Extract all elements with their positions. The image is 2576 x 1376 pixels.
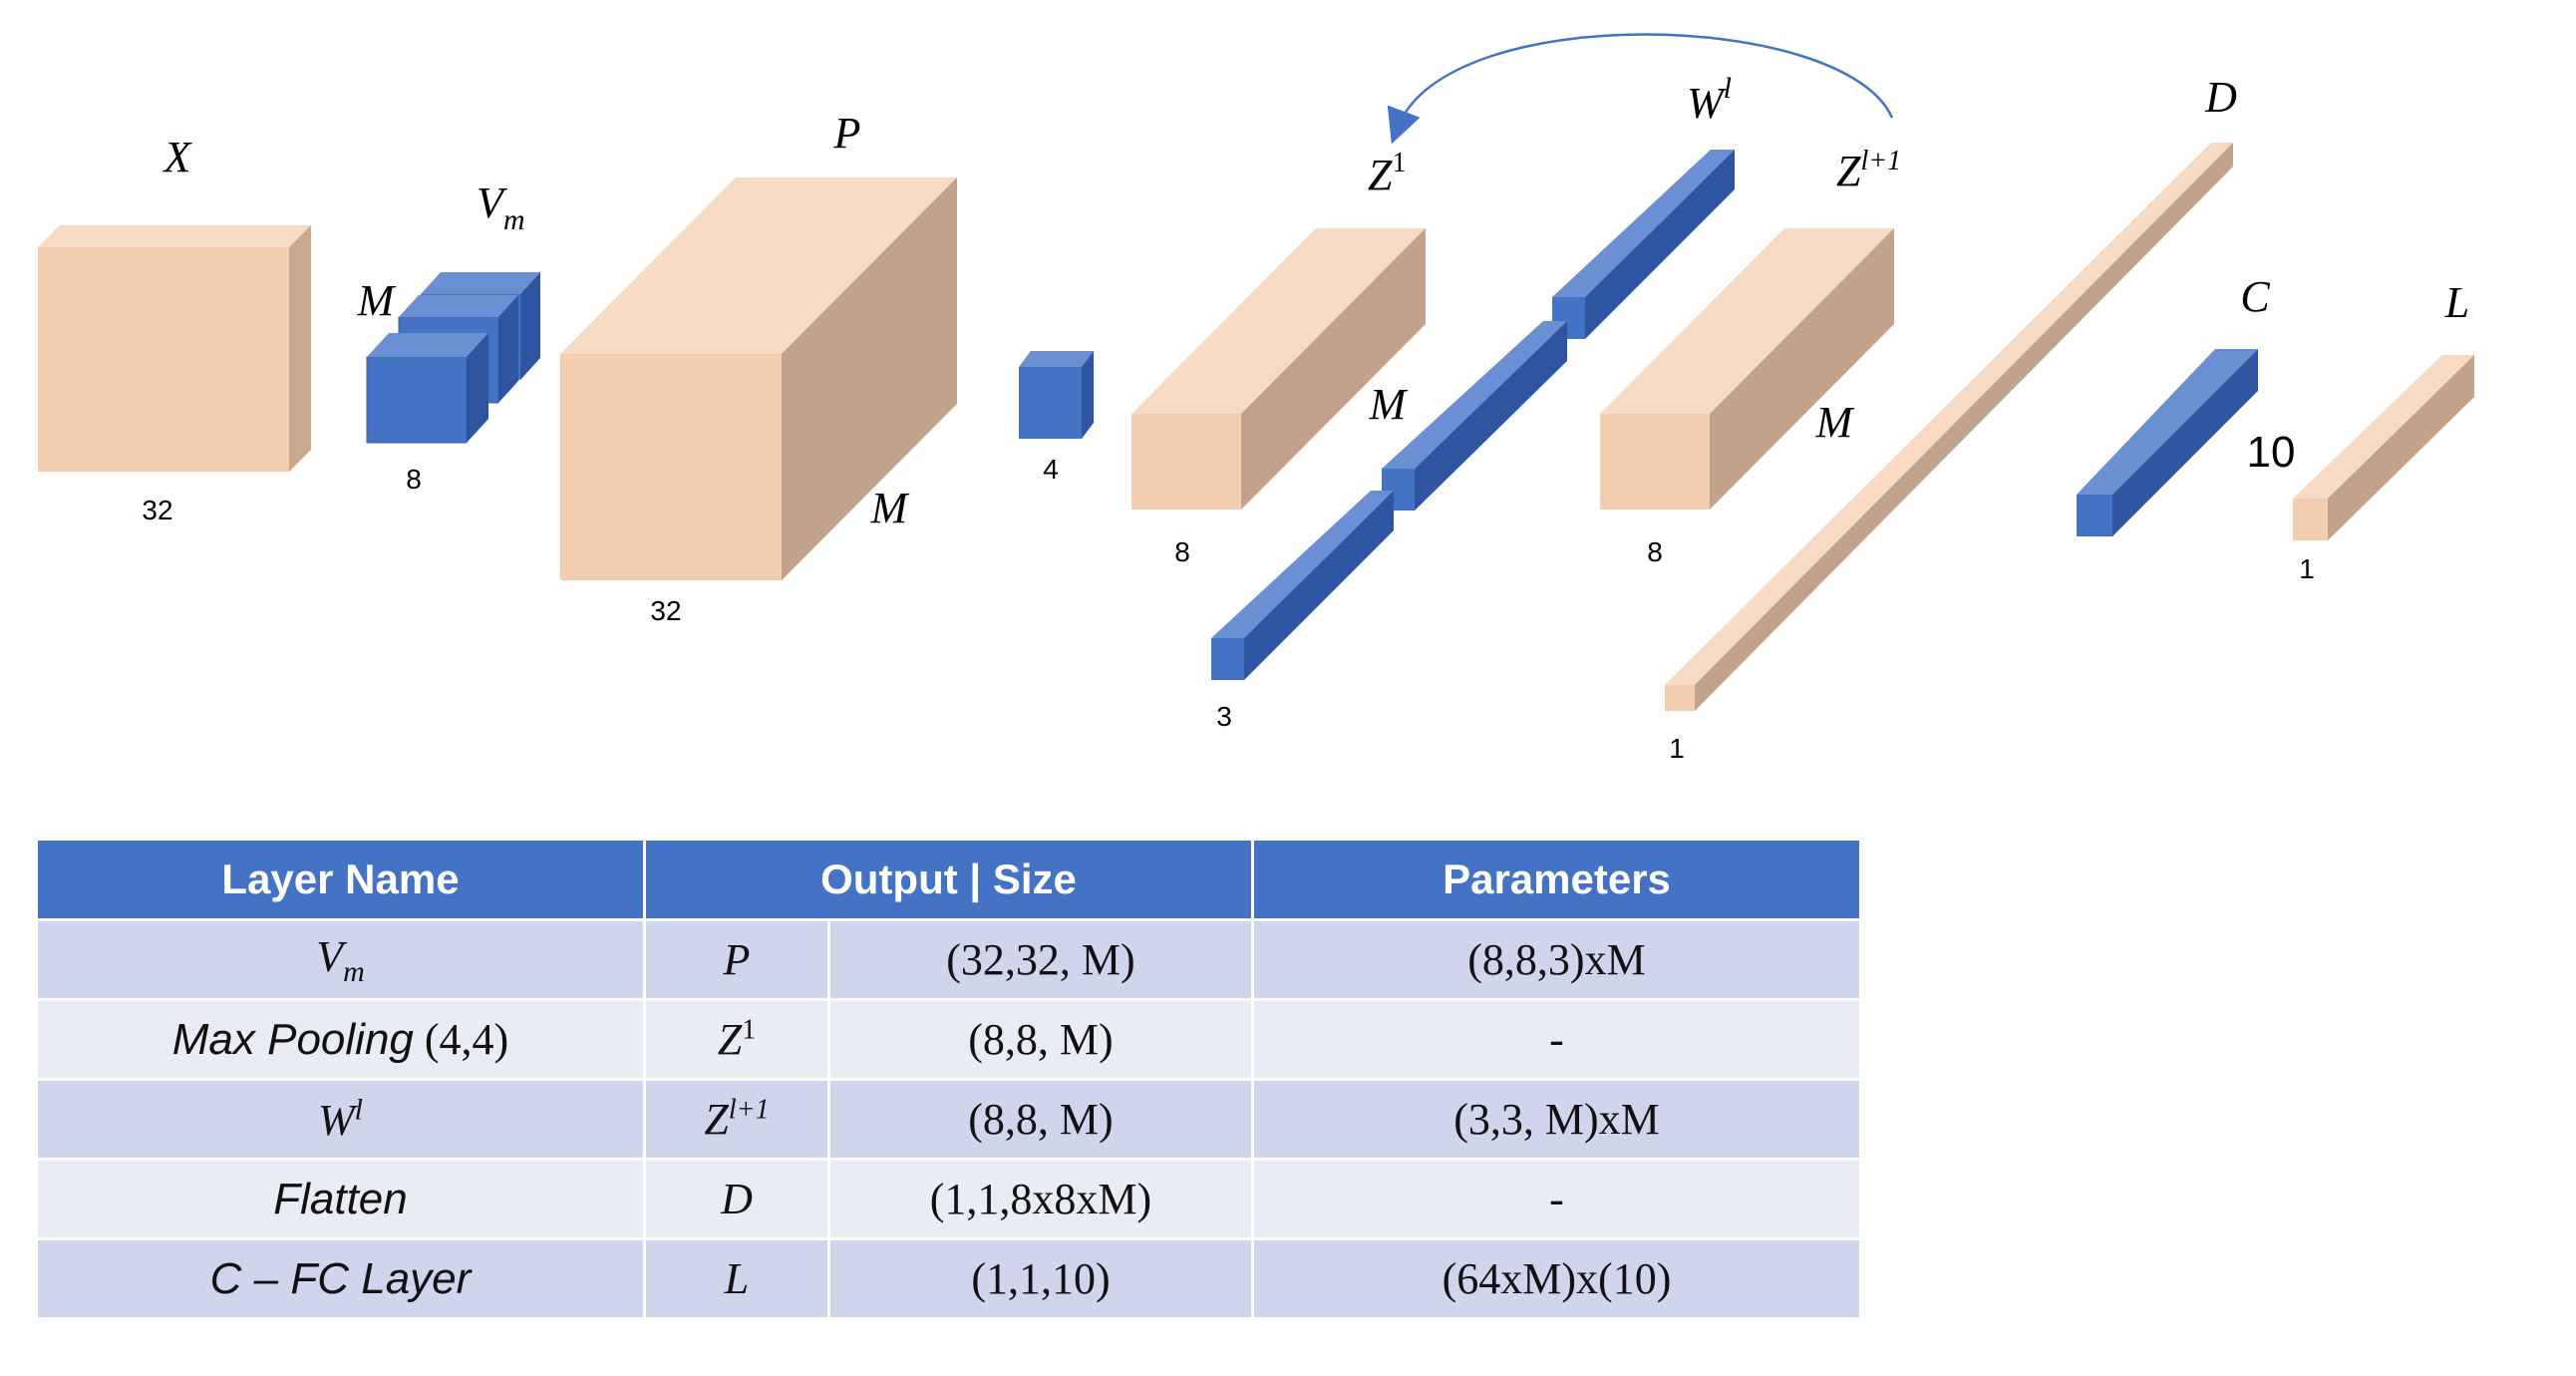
cell-parameters: - (1251, 1158, 1862, 1240)
recurrence-arrow (1387, 33, 1894, 145)
size-w: 3 (1216, 701, 1232, 732)
filter-bank-vm (366, 272, 540, 444)
label-c: C (2240, 272, 2270, 321)
label-d: D (2204, 73, 2237, 122)
table-header-row: Layer Name Output | Size Parameters (35, 838, 1862, 921)
table-row: Max Pooling (4,4) Z1 (8,8, M) - (35, 998, 1862, 1081)
header-layer-name: Layer Name (35, 838, 646, 921)
table-row: C – FC Layer L (1,1,10) (64xM)x(10) (35, 1237, 1862, 1320)
label-m-zl1: M (1815, 398, 1855, 447)
cell-layer-name: Max Pooling (4,4) (35, 998, 646, 1081)
cell-layer-name: Wl (35, 1078, 646, 1161)
label-ten-fallback: 10 (2247, 428, 2296, 477)
size-pool: 4 (1043, 454, 1059, 485)
cell-layer-name: Vm (35, 918, 646, 1001)
output-l-rod (2293, 355, 2474, 540)
size-z1: 8 (1174, 536, 1190, 567)
header-output-size: Output | Size (643, 838, 1254, 921)
feature-map-z1-block (1131, 228, 1426, 510)
header-parameters: Parameters (1251, 838, 1862, 921)
cell-size: (8,8, M) (827, 1078, 1254, 1161)
weight-wl-rods (1211, 150, 1735, 680)
size-d: 1 (1669, 733, 1685, 764)
size-l: 1 (2299, 553, 2315, 584)
input-x-block (38, 225, 311, 472)
cell-parameters: (3,3, M)xM (1251, 1078, 1862, 1161)
cell-size: (32,32, M) (827, 918, 1254, 1001)
label-m-z1: M (1369, 380, 1409, 429)
table-row: Wl Zl+1 (8,8, M) (3,3, M)xM (35, 1078, 1862, 1161)
cell-layer-name: C – FC Layer (35, 1237, 646, 1320)
size-zl1: 8 (1647, 536, 1663, 567)
cell-size: (1,1,8x8xM) (827, 1158, 1254, 1240)
feature-map-zl1-block (1600, 228, 1894, 510)
fc-c-rod (2077, 349, 2258, 536)
label-m-p: M (870, 484, 910, 532)
label-zl1: Zl+1 (1836, 146, 1901, 195)
label-wl: Wl (1687, 72, 1732, 128)
cell-output: P (643, 918, 830, 1001)
cell-output: Zl+1 (643, 1078, 830, 1161)
layer-summary-table: Layer Name Output | Size Parameters Vm P… (35, 838, 1862, 1320)
table-row: Vm P (32,32, M) (8,8,3)xM (35, 918, 1862, 1001)
cell-output: L (643, 1237, 830, 1320)
cell-layer-name: Flatten (35, 1158, 646, 1240)
cell-output: D (643, 1158, 830, 1240)
size-x: 32 (142, 495, 172, 525)
pooling-kernel-cube (1019, 351, 1094, 439)
label-m-vm: M (357, 276, 397, 325)
cell-parameters: - (1251, 998, 1862, 1081)
flatten-d-rod (1665, 143, 2233, 711)
cell-parameters: (8,8,3)xM (1251, 918, 1862, 1001)
cell-parameters: (64xM)x(10) (1251, 1237, 1862, 1320)
table-row: Flatten D (1,1,8x8xM) - (35, 1158, 1862, 1240)
label-p: P (833, 109, 861, 158)
cell-output: Z1 (643, 998, 830, 1081)
feature-map-p-block (560, 177, 957, 580)
cell-size: (8,8, M) (827, 998, 1254, 1081)
label-vm: Vm (477, 178, 525, 236)
cell-size: (1,1,10) (827, 1237, 1254, 1320)
label-z1: Z1 (1368, 148, 1406, 199)
label-x: X (162, 133, 193, 181)
label-l: L (2444, 278, 2469, 327)
size-vm: 8 (406, 464, 422, 495)
size-p: 32 (650, 595, 681, 626)
